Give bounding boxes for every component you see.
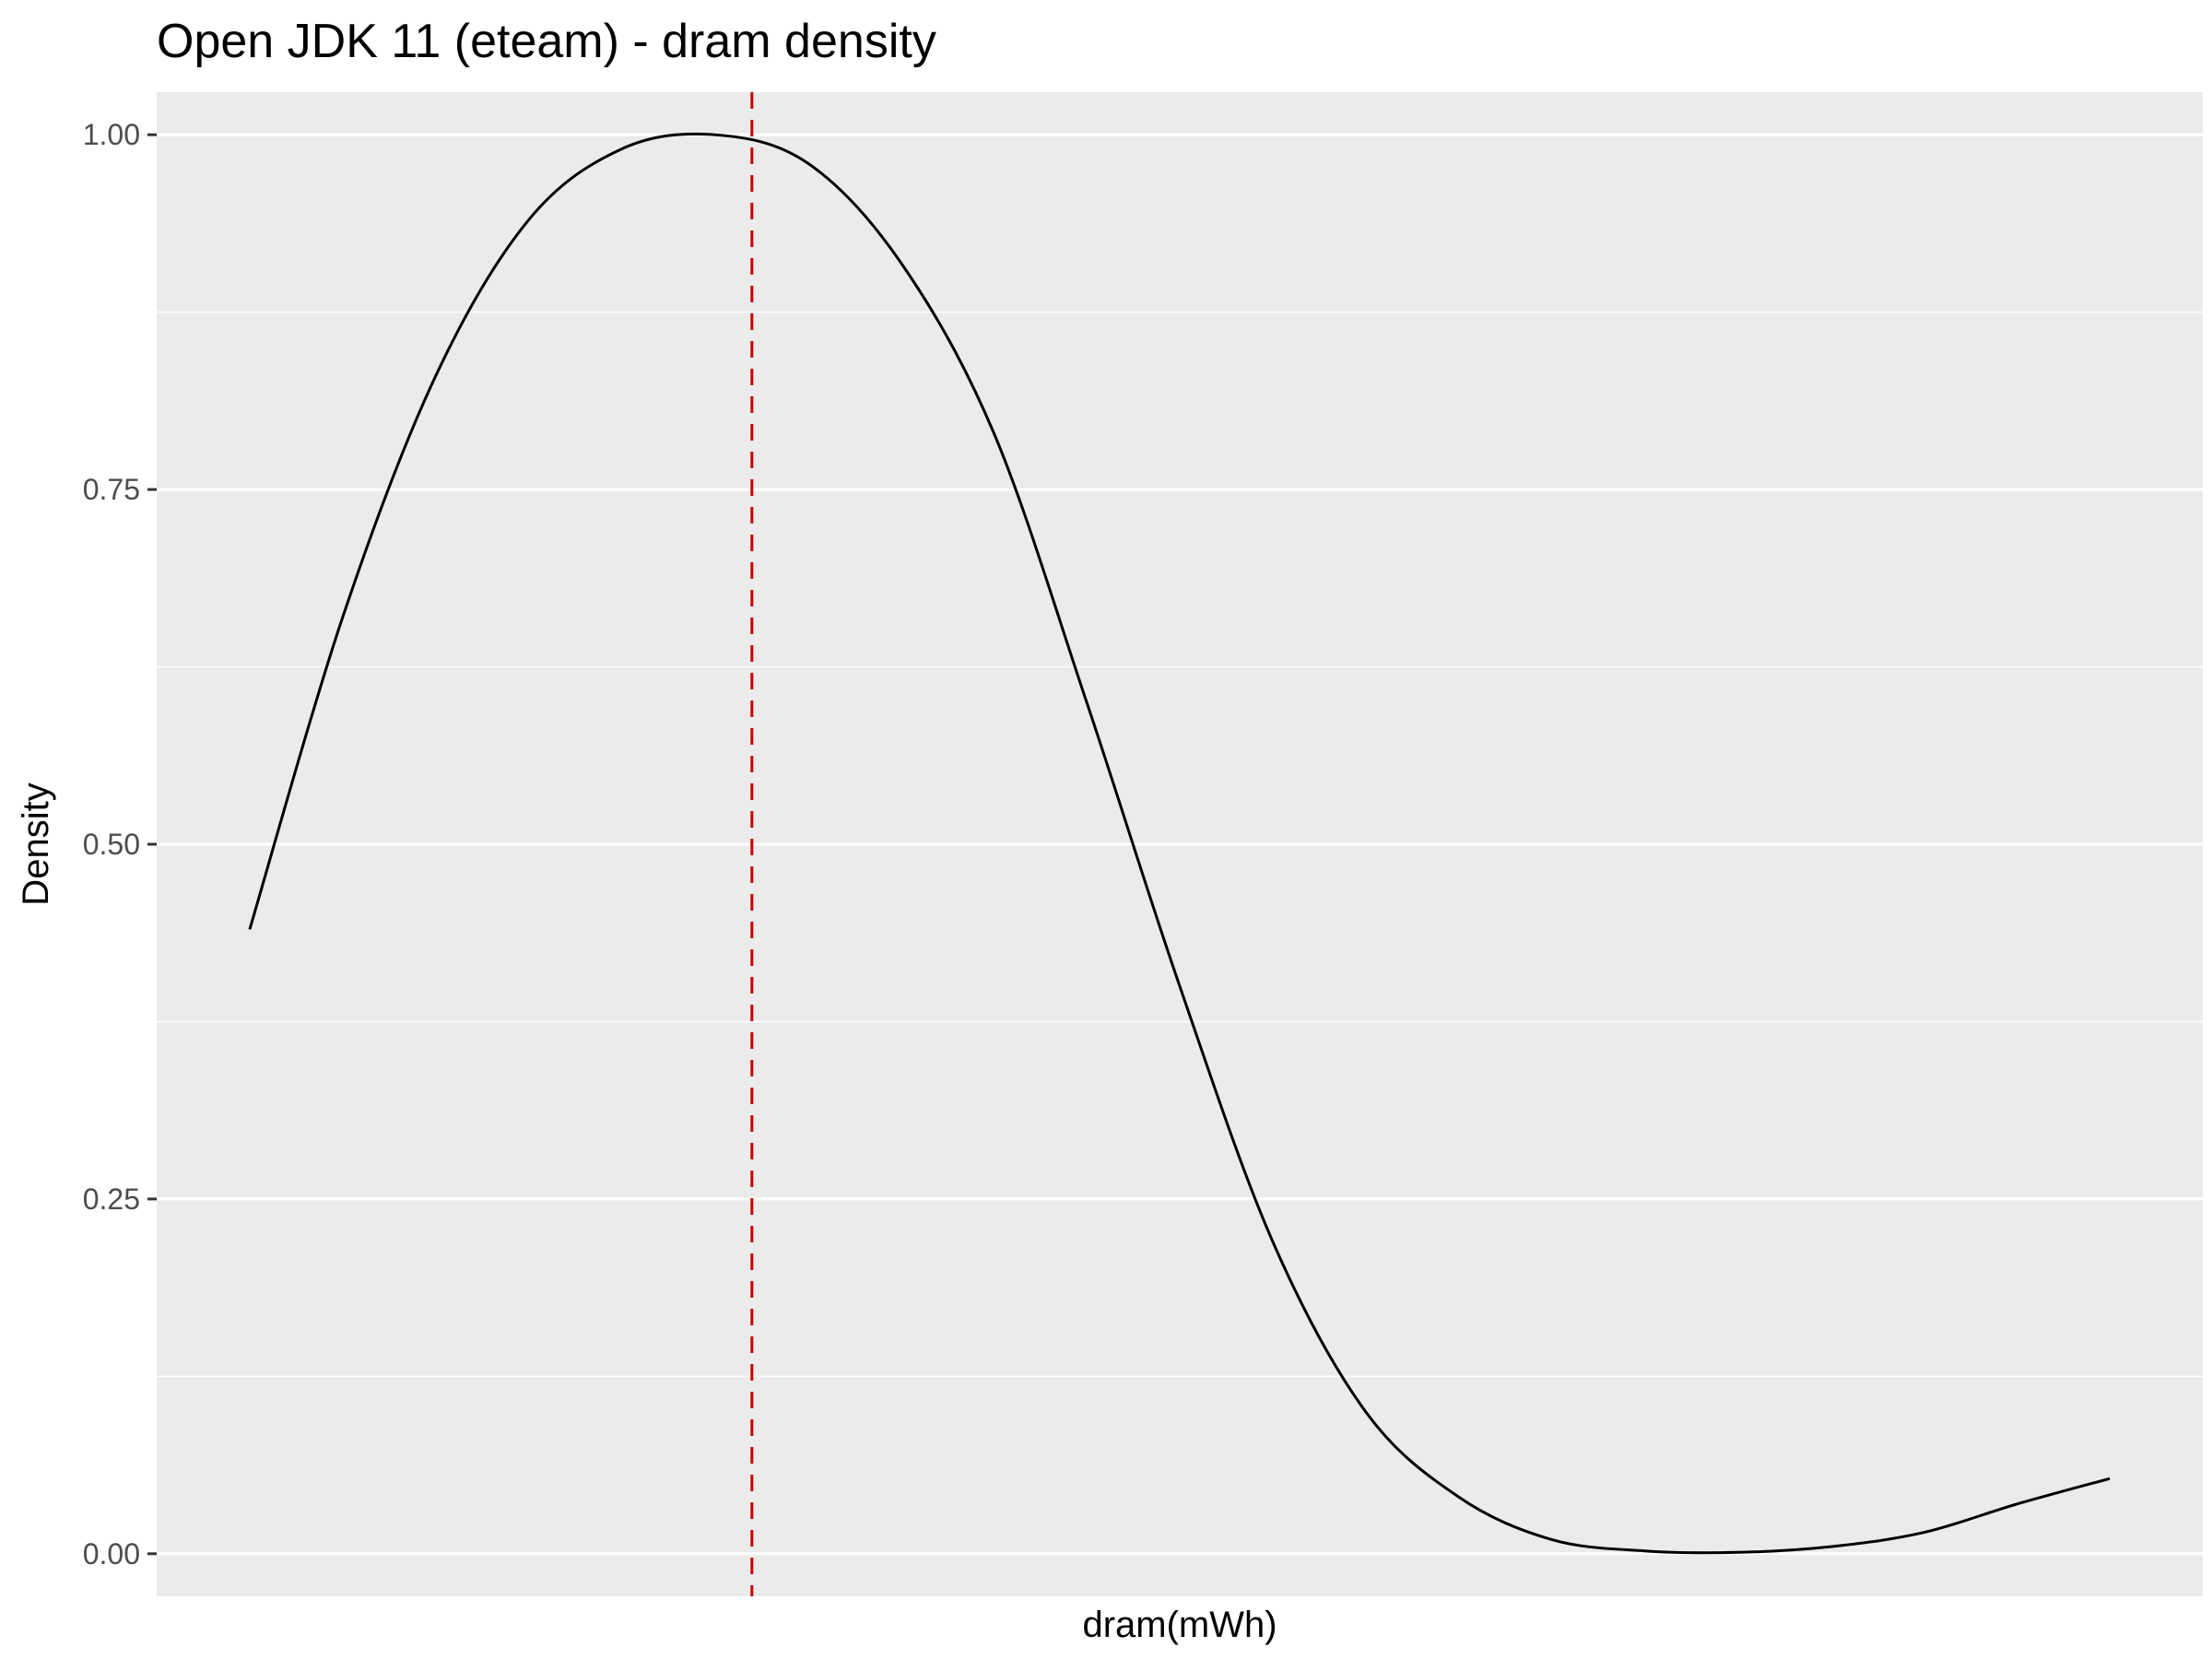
chart-title: Open JDK 11 (eteam) - dram density <box>157 15 936 68</box>
y-tick-label: 0.00 <box>83 1537 140 1571</box>
x-axis-title: dram(mWh) <box>1082 1605 1277 1645</box>
y-tick-label: 0.75 <box>83 473 140 506</box>
density-curve <box>248 132 2111 1555</box>
y-tick-label: 1.00 <box>83 118 140 151</box>
y-axis-title: Density <box>16 782 56 905</box>
y-tick-label: 0.25 <box>83 1182 140 1216</box>
gridlines <box>157 133 2203 1556</box>
y-axis: 0.00 0.25 0.50 0.75 1.00 <box>83 118 157 1571</box>
y-tick-label: 0.50 <box>83 828 140 861</box>
